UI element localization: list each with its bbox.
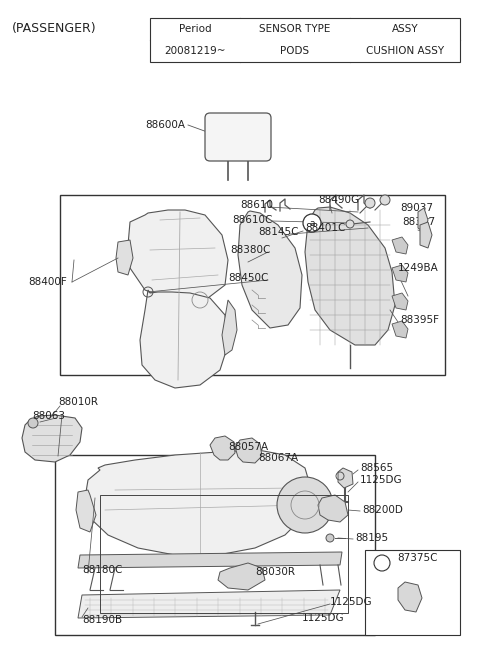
Text: 88145C: 88145C — [258, 227, 299, 237]
Text: 88397: 88397 — [402, 217, 435, 227]
Polygon shape — [140, 290, 228, 388]
Text: 88380C: 88380C — [230, 245, 270, 255]
Polygon shape — [398, 582, 422, 612]
Bar — [150, 18, 460, 62]
Text: 20081219~: 20081219~ — [164, 46, 226, 56]
Bar — [100, 495, 348, 613]
Polygon shape — [128, 210, 228, 302]
Text: PODS: PODS — [280, 46, 310, 56]
Bar — [60, 195, 445, 375]
Polygon shape — [210, 436, 235, 460]
Text: 88063: 88063 — [32, 411, 65, 421]
Text: 88565: 88565 — [360, 463, 393, 473]
Bar — [365, 550, 460, 635]
Text: (PASSENGER): (PASSENGER) — [12, 22, 96, 35]
Polygon shape — [222, 300, 237, 355]
Polygon shape — [85, 450, 312, 555]
Text: a: a — [379, 559, 384, 567]
Polygon shape — [235, 438, 262, 463]
Text: 88400F: 88400F — [28, 277, 67, 287]
Text: CUSHION ASSY: CUSHION ASSY — [366, 46, 444, 56]
FancyBboxPatch shape — [205, 113, 271, 161]
Text: 88030R: 88030R — [255, 567, 295, 577]
Polygon shape — [392, 237, 408, 254]
Polygon shape — [305, 207, 395, 345]
Circle shape — [326, 534, 334, 542]
Text: 1125DG: 1125DG — [330, 597, 372, 607]
Circle shape — [374, 555, 390, 571]
Text: 88610C: 88610C — [232, 215, 272, 225]
Text: a: a — [309, 219, 315, 227]
Text: 1249BA: 1249BA — [398, 263, 439, 273]
Text: ASSY: ASSY — [392, 24, 418, 34]
Polygon shape — [78, 590, 340, 618]
Polygon shape — [420, 222, 432, 248]
Polygon shape — [392, 293, 408, 310]
Circle shape — [28, 418, 38, 428]
Polygon shape — [418, 208, 428, 232]
Text: 1125DG: 1125DG — [302, 613, 344, 623]
Text: 88180C: 88180C — [82, 565, 122, 575]
Polygon shape — [338, 468, 353, 488]
Polygon shape — [22, 415, 82, 462]
Polygon shape — [78, 552, 342, 568]
Polygon shape — [238, 211, 302, 328]
Text: 88195: 88195 — [355, 533, 388, 543]
Text: 88057A: 88057A — [228, 442, 268, 452]
Text: 88450C: 88450C — [228, 273, 268, 283]
Text: 87375C: 87375C — [397, 553, 437, 563]
Polygon shape — [116, 240, 133, 275]
Bar — [55, 455, 375, 635]
Text: 88401C: 88401C — [305, 223, 346, 233]
Circle shape — [346, 220, 354, 228]
Polygon shape — [76, 490, 96, 532]
Text: 88395F: 88395F — [400, 315, 439, 325]
Text: 1125DG: 1125DG — [360, 475, 403, 485]
Text: 89037: 89037 — [400, 203, 433, 213]
Text: 88610: 88610 — [240, 200, 273, 210]
Circle shape — [303, 214, 321, 232]
Text: 88490G: 88490G — [318, 195, 359, 205]
Polygon shape — [392, 321, 408, 338]
Text: 88600A: 88600A — [145, 120, 185, 130]
Circle shape — [365, 198, 375, 208]
Polygon shape — [392, 265, 408, 282]
Polygon shape — [218, 563, 265, 590]
Text: 88190B: 88190B — [82, 615, 122, 625]
Text: 88010R: 88010R — [58, 397, 98, 407]
Text: 88067A: 88067A — [258, 453, 298, 463]
Polygon shape — [318, 495, 348, 522]
Text: Period: Period — [179, 24, 211, 34]
Circle shape — [277, 477, 333, 533]
Circle shape — [380, 195, 390, 205]
Text: 88200D: 88200D — [362, 505, 403, 515]
Text: SENSOR TYPE: SENSOR TYPE — [259, 24, 331, 34]
